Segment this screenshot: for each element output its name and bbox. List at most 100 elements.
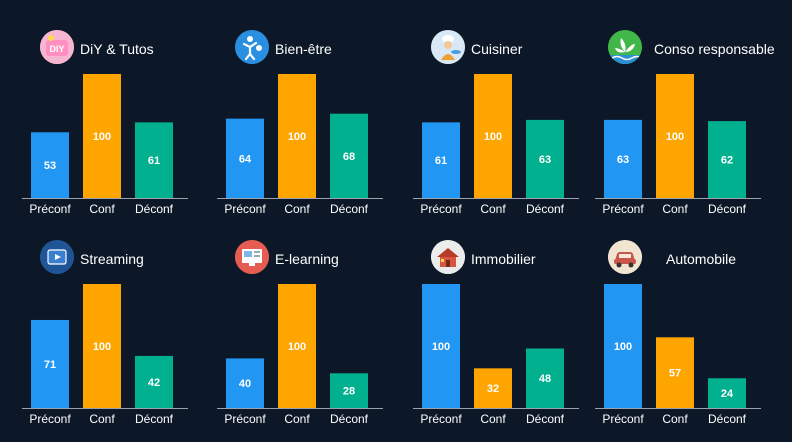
wellness-icon xyxy=(235,30,269,64)
bar-value-label: 24 xyxy=(721,388,734,400)
x-tick-label: Conf xyxy=(480,202,506,216)
bar-preconf xyxy=(31,132,69,198)
bar-preconf xyxy=(422,122,460,198)
x-tick-label: Déconf xyxy=(708,202,747,216)
bar-value-label: 100 xyxy=(288,341,306,353)
bar-value-label: 100 xyxy=(93,131,111,143)
bar-value-label: 42 xyxy=(148,377,160,389)
bar-deconf xyxy=(135,355,173,408)
bar-value-label: 53 xyxy=(44,160,56,172)
x-tick-label: Préconf xyxy=(420,202,462,216)
bar-deconf xyxy=(526,119,564,198)
x-tick-label: Conf xyxy=(284,202,310,216)
bar-deconf xyxy=(708,121,746,198)
chart-panel-conso-responsable: Conso responsable 63 Préconf 100 Conf 62 Déco… xyxy=(590,30,775,230)
x-tick-label: Conf xyxy=(480,412,506,426)
x-tick-label: Conf xyxy=(662,202,688,216)
x-tick-label: Déconf xyxy=(135,412,174,426)
x-tick-label: Déconf xyxy=(330,202,369,216)
bar-value-label: 64 xyxy=(239,153,252,165)
house-icon xyxy=(431,240,465,274)
chart-panel-bien-etre: Bien-être 64 Préconf 100 Conf 68 Déconf xyxy=(217,30,397,230)
bar-preconf xyxy=(226,358,264,408)
bar-deconf xyxy=(330,113,368,198)
x-tick-label: Préconf xyxy=(602,202,644,216)
chart-panel-streaming: Streaming 71 Préconf 100 Conf 42 Déconf xyxy=(22,240,202,440)
bar-value-label: 71 xyxy=(44,359,56,371)
chart-title: Bien-être xyxy=(275,41,332,57)
car-icon xyxy=(608,240,642,274)
chart-panel-diy: DIY DiY & Tutos 53 Préconf 100 Conf 61 Déconf xyxy=(22,30,202,230)
x-tick-label: Déconf xyxy=(708,412,747,426)
chart-title: Cuisiner xyxy=(471,41,523,57)
chart-title: Immobilier xyxy=(471,251,536,267)
x-tick-label: Déconf xyxy=(526,412,565,426)
chart-title: Streaming xyxy=(80,251,144,267)
chart-panel-e-learning: E-learning 40 Préconf 100 Conf 28 Déconf xyxy=(217,240,397,440)
bar-chart: 100 Préconf 57 Conf 24 Déconf xyxy=(595,284,761,426)
bar-chart: 61 Préconf 100 Conf 63 Déconf xyxy=(413,74,579,216)
x-tick-label: Préconf xyxy=(420,412,462,426)
bar-conf xyxy=(656,337,694,408)
x-tick-label: Préconf xyxy=(602,412,644,426)
bar-chart: 100 Préconf 32 Conf 48 Déconf xyxy=(413,284,579,426)
chart-title: E-learning xyxy=(275,251,339,267)
chart-panel-cuisiner: Cuisiner 61 Préconf 100 Conf 63 Déconf xyxy=(413,30,593,230)
bar-value-label: 61 xyxy=(148,155,160,167)
bar-value-label: 40 xyxy=(239,378,251,390)
bar-deconf xyxy=(526,348,564,408)
x-tick-label: Conf xyxy=(662,412,688,426)
bar-value-label: 68 xyxy=(343,151,355,163)
bar-chart: 64 Préconf 100 Conf 68 Déconf xyxy=(217,74,383,216)
e-learning-screen-icon xyxy=(235,240,269,274)
bar-conf xyxy=(83,74,121,198)
x-tick-label: Préconf xyxy=(224,202,266,216)
bar-chart: 71 Préconf 100 Conf 42 Déconf xyxy=(22,284,188,426)
chart-title: Conso responsable xyxy=(654,41,775,57)
chart-panel-automobile: Automobile 100 Préconf 57 Conf 24 Déconf xyxy=(590,240,770,440)
bar-preconf xyxy=(226,118,264,198)
bar-value-label: 100 xyxy=(484,131,502,143)
video-player-icon xyxy=(40,240,74,274)
bar-value-label: 100 xyxy=(666,131,684,143)
bar-conf xyxy=(474,368,512,408)
bar-value-label: 100 xyxy=(93,341,111,353)
bar-conf xyxy=(474,74,512,198)
bar-value-label: 62 xyxy=(721,155,733,167)
bar-value-label: 48 xyxy=(539,373,551,385)
bar-value-label: 28 xyxy=(343,386,355,398)
bar-value-label: 61 xyxy=(435,155,447,167)
bar-deconf xyxy=(708,378,746,408)
bar-chart: 63 Préconf 100 Conf 62 Déconf xyxy=(595,74,761,216)
x-tick-label: Préconf xyxy=(29,412,71,426)
bar-conf xyxy=(278,74,316,198)
chart-title: Automobile xyxy=(666,251,737,267)
bar-value-label: 100 xyxy=(614,341,632,353)
x-tick-label: Déconf xyxy=(526,202,565,216)
bar-value-label: 100 xyxy=(288,131,306,143)
svg-text:DIY: DIY xyxy=(49,44,64,54)
cooking-icon xyxy=(431,30,465,64)
chart-title: DiY & Tutos xyxy=(80,41,154,57)
diy-icon: DIY xyxy=(40,30,74,64)
x-tick-label: Déconf xyxy=(330,412,369,426)
bar-conf xyxy=(656,74,694,198)
bar-value-label: 100 xyxy=(432,341,450,353)
x-tick-label: Conf xyxy=(89,412,115,426)
bar-deconf xyxy=(330,373,368,408)
x-tick-label: Conf xyxy=(284,412,310,426)
bar-conf xyxy=(278,284,316,408)
bar-preconf xyxy=(604,284,642,408)
bar-preconf xyxy=(31,319,69,408)
x-tick-label: Préconf xyxy=(29,202,71,216)
bar-preconf xyxy=(422,284,460,408)
bar-chart: 53 Préconf 100 Conf 61 Déconf xyxy=(22,74,188,216)
x-tick-label: Préconf xyxy=(224,412,266,426)
chart-panel-immobilier: Immobilier 100 Préconf 32 Conf 48 Déconf xyxy=(413,240,593,440)
bar-deconf xyxy=(135,122,173,198)
bar-value-label: 32 xyxy=(487,383,499,395)
bar-preconf xyxy=(604,119,642,198)
bar-value-label: 63 xyxy=(539,154,551,166)
x-tick-label: Déconf xyxy=(135,202,174,216)
bar-chart: 40 Préconf 100 Conf 28 Déconf xyxy=(217,284,383,426)
